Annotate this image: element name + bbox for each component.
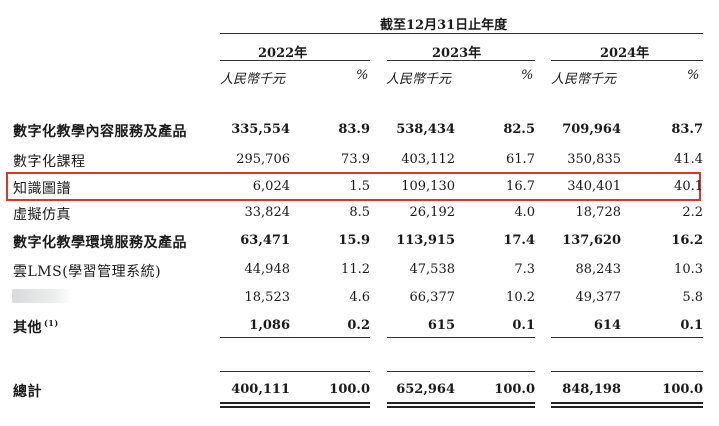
percent-cell: 16.2: [671, 233, 703, 248]
row-label-text: 數字化教學環境服務及產品: [13, 235, 187, 251]
year-2024-header: 2024年: [600, 46, 650, 61]
total-top-rule-2022: [220, 371, 370, 372]
row-label-text: 總計: [13, 384, 42, 400]
percent-cell: 11.2: [341, 262, 370, 277]
row-label: 數字化課程: [13, 151, 86, 171]
highlight-box: [6, 172, 701, 201]
amount-cell: 18,728: [575, 205, 622, 220]
percent-cell: 10.3: [674, 262, 703, 277]
total-double-rule-a-2022: [220, 402, 370, 404]
unit-amount-2022: 人民幣千元: [220, 72, 286, 87]
subtotal-rule-2022: [220, 337, 370, 338]
obscured-label: [12, 289, 72, 303]
percent-cell: 16.7: [506, 179, 535, 194]
percent-cell: 0.1: [680, 318, 703, 333]
amount-cell: 400,111: [231, 382, 290, 397]
total-double-rule-a-2024: [551, 402, 703, 404]
percent-cell: 0.1: [512, 318, 535, 333]
unit-pct-2023: %: [521, 68, 534, 83]
row-label-text: 雲LMS(學習管理系統): [13, 264, 162, 280]
percent-cell: 40.1: [674, 179, 703, 194]
percent-cell: 1.5: [349, 179, 370, 194]
amount-cell: 709,964: [562, 122, 621, 137]
row-label: 雲LMS(學習管理系統): [13, 261, 161, 281]
percent-cell: 100.0: [662, 382, 703, 397]
percent-cell: 41.4: [674, 152, 703, 167]
percent-cell: 73.9: [341, 152, 370, 167]
amount-cell: 350,835: [567, 152, 621, 167]
percent-cell: 10.2: [506, 290, 535, 305]
percent-cell: 4.0: [514, 205, 535, 220]
percent-cell: 4.6: [349, 290, 370, 305]
amount-cell: 615: [427, 318, 455, 333]
amount-cell: 33,824: [244, 205, 291, 220]
percent-cell: 17.4: [503, 233, 535, 248]
amount-cell: 44,948: [244, 262, 291, 277]
subtotal-rule-2023: [387, 337, 535, 338]
amount-cell: 295,706: [236, 152, 290, 167]
total-double-rule-b-2023: [387, 406, 535, 408]
amount-cell: 113,915: [396, 233, 455, 248]
percent-cell: 0.2: [347, 318, 370, 333]
amount-cell: 137,620: [562, 233, 621, 248]
unit-pct-2022: %: [356, 68, 369, 83]
amount-cell: 340,401: [567, 179, 621, 194]
percent-cell: 82.5: [503, 122, 535, 137]
amount-cell: 403,112: [401, 152, 455, 167]
amount-cell: 335,554: [231, 122, 290, 137]
percent-cell: 2.2: [682, 205, 703, 220]
row-label-text: 數字化教學內容服務及產品: [13, 124, 187, 140]
total-double-rule-a-2023: [387, 402, 535, 404]
percent-cell: 100.0: [329, 382, 370, 397]
row-label: 知識圖譜: [13, 178, 71, 198]
year-2023-header: 2023年: [432, 46, 482, 61]
year-2024-underline: [551, 60, 703, 61]
amount-cell: 1,086: [249, 318, 290, 333]
unit-pct-2024: %: [687, 68, 700, 83]
row-label-text: 虛擬仿真: [13, 207, 71, 223]
row-label-text: 知識圖譜: [13, 181, 71, 197]
amount-cell: 88,243: [575, 262, 622, 277]
total-top-rule-2023: [387, 371, 535, 372]
year-2022-header: 2022年: [258, 46, 308, 61]
percent-cell: 7.3: [514, 262, 535, 277]
row-label-text: 數字化課程: [13, 154, 86, 170]
period-heading: 截至12月31日止年度: [380, 18, 508, 33]
percent-cell: 83.7: [671, 122, 703, 137]
unit-amount-2023: 人民幣千元: [386, 72, 452, 87]
total-double-rule-b-2022: [220, 406, 370, 408]
amount-cell: 538,434: [396, 122, 455, 137]
amount-cell: 18,523: [244, 290, 291, 305]
row-label: 虛擬仿真: [13, 204, 71, 224]
year-2023-underline: [387, 60, 535, 61]
percent-cell: 100.0: [494, 382, 535, 397]
percent-cell: 61.7: [506, 152, 535, 167]
percent-cell: 5.8: [682, 290, 703, 305]
amount-cell: 66,377: [409, 290, 456, 305]
percent-cell: 8.5: [349, 205, 370, 220]
amount-cell: 109,130: [401, 179, 455, 194]
row-label: 數字化教學環境服務及產品: [13, 232, 187, 252]
period-underline: [220, 33, 703, 34]
row-label: 總計: [13, 381, 42, 401]
row-label: 其他 (1): [13, 317, 59, 337]
amount-cell: 49,377: [575, 290, 622, 305]
amount-cell: 63,471: [240, 233, 290, 248]
year-2022-underline: [220, 60, 370, 61]
total-double-rule-b-2024: [551, 406, 703, 408]
amount-cell: 848,198: [562, 382, 621, 397]
amount-cell: 6,024: [252, 179, 290, 194]
amount-cell: 614: [593, 318, 621, 333]
amount-cell: 26,192: [409, 205, 456, 220]
amount-cell: 47,538: [409, 262, 456, 277]
row-label-text: 其他: [13, 320, 42, 336]
amount-cell: 652,964: [396, 382, 455, 397]
total-top-rule-2024: [551, 371, 703, 372]
unit-amount-2024: 人民幣千元: [551, 72, 617, 87]
subtotal-rule-2024: [551, 337, 703, 338]
percent-cell: 83.9: [338, 122, 370, 137]
footnote-marker: (1): [44, 318, 59, 329]
percent-cell: 15.9: [338, 233, 370, 248]
row-label: 數字化教學內容服務及產品: [13, 121, 187, 141]
